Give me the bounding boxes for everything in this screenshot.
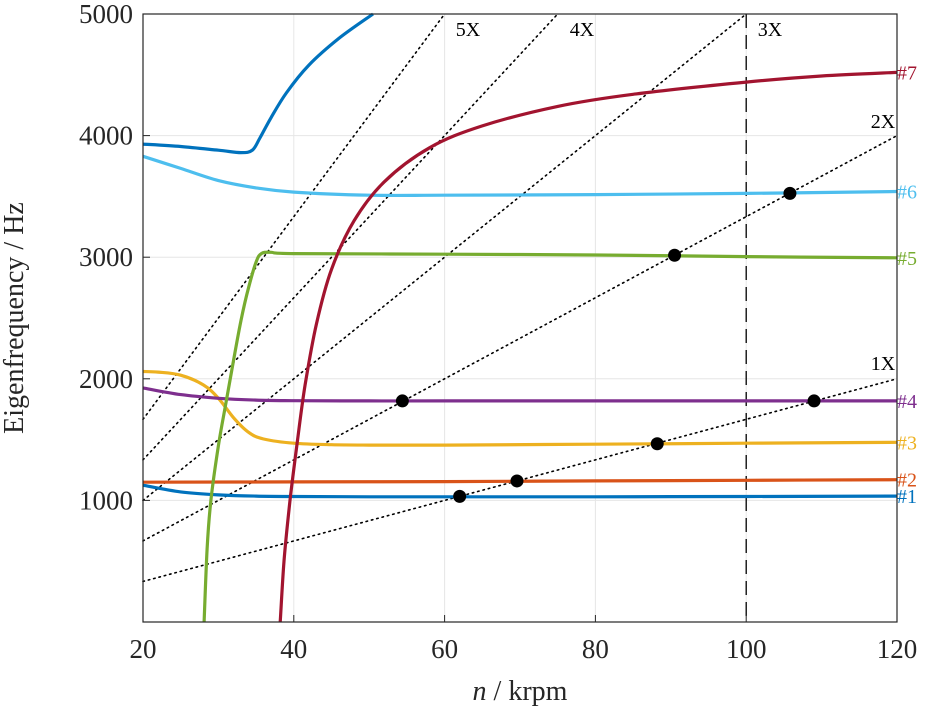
y-tick-label: 2000 (79, 364, 133, 394)
intersection-markers (395, 186, 821, 503)
order-line-5x (142, 13, 446, 421)
x-axis-title: n / krpm (473, 676, 568, 707)
intersection-point (783, 186, 797, 200)
y-tick-label: 1000 (79, 485, 133, 515)
intersection-point (668, 248, 682, 262)
order-line-3x (142, 13, 748, 502)
mode-curve-3 (142, 369, 898, 447)
y-tick-label: 5000 (79, 0, 133, 29)
order-label-3x: 3X (758, 19, 783, 41)
y-tick-label: 3000 (79, 242, 133, 272)
x-tick-label: 100 (726, 634, 767, 664)
intersection-point (807, 394, 821, 408)
mode-label-2: #2 (897, 470, 917, 492)
x-axis-title-unit: / krpm (487, 676, 568, 707)
mode-curve-7 (278, 70, 898, 623)
mode-label-5: #5 (897, 248, 917, 270)
intersection-point (510, 474, 524, 488)
x-tick-label: 20 (130, 634, 157, 664)
mode-label-1: #1 (897, 486, 917, 508)
order-label-5x: 5X (456, 19, 481, 41)
mode-label-4: #4 (897, 391, 917, 413)
plot-frame (142, 13, 898, 623)
order-label-2x: 2X (871, 111, 896, 133)
y-tick-label: 4000 (79, 121, 133, 151)
labels: 20 40 60 80 100 120 1000 2000 3000 4000 5000 1X 2X 3X… (79, 0, 917, 664)
mode-curve-4 (142, 386, 897, 403)
y-axis-title: Eigenfrequency / Hz (0, 202, 30, 434)
x-tick-label: 60 (431, 634, 458, 664)
mode-label-6: #6 (897, 182, 917, 204)
grid (143, 14, 897, 622)
plot-background (143, 14, 897, 622)
x-axis-title-variable: n (473, 676, 487, 707)
intersection-point (650, 437, 664, 451)
mode-curve-high (142, 12, 374, 155)
x-tick-label: 120 (877, 634, 918, 664)
axis-ticks (142, 13, 898, 622)
order-label-1x: 1X (871, 353, 896, 375)
order-line-2x (142, 134, 898, 542)
x-tick-label: 40 (280, 634, 307, 664)
mode-label-3: #3 (897, 432, 917, 454)
mode-curve-5 (202, 250, 898, 623)
intersection-point (395, 394, 409, 408)
mode-label-7: #7 (897, 62, 917, 84)
order-line-4x (142, 13, 559, 461)
x-tick-label: 80 (582, 634, 609, 664)
intersection-point (453, 489, 467, 503)
order-label-4x: 4X (570, 19, 595, 41)
mode-curve-6 (142, 154, 898, 198)
